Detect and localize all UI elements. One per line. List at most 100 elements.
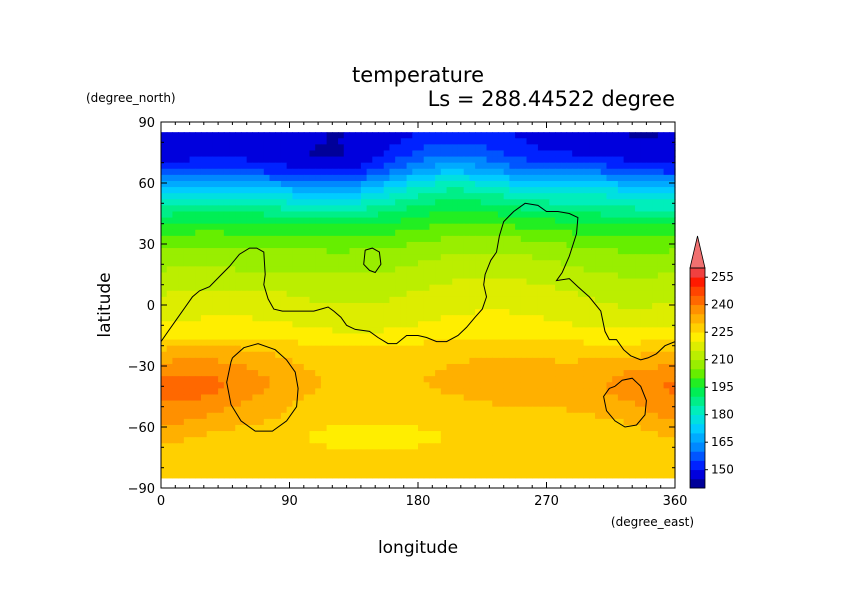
field-cell <box>360 187 368 194</box>
field-cell <box>206 229 213 237</box>
field-cell <box>343 449 351 457</box>
field-cell <box>161 278 168 286</box>
field-cell <box>646 235 653 243</box>
field-cell <box>492 327 499 335</box>
field-cell <box>229 339 236 347</box>
field-cell <box>595 211 602 219</box>
field-cell <box>555 217 562 225</box>
field-cell <box>640 156 648 164</box>
field-cell <box>520 437 528 444</box>
field-cell <box>572 370 579 377</box>
field-cell <box>383 260 391 267</box>
field-cell <box>457 235 465 243</box>
field-cell <box>229 290 236 298</box>
field-cell <box>235 254 242 261</box>
field-cell <box>435 418 442 426</box>
field-cell <box>206 266 213 274</box>
field-cell <box>423 400 431 408</box>
field-cell <box>161 168 168 176</box>
field-cell <box>189 424 196 432</box>
field-cell <box>303 394 311 402</box>
field-cell <box>640 260 648 267</box>
field-cell <box>600 339 608 347</box>
field-cell <box>549 461 556 469</box>
field-cell <box>252 284 259 292</box>
field-cell <box>452 345 459 353</box>
field-cell <box>263 363 271 371</box>
field-cell <box>355 162 362 170</box>
field-cell <box>326 187 333 194</box>
field-cell <box>332 437 339 444</box>
field-cell <box>212 315 219 322</box>
field-cell <box>595 138 602 145</box>
field-cell <box>309 217 316 225</box>
field-cell <box>652 309 659 316</box>
field-cell <box>183 455 191 463</box>
field-cell <box>492 132 499 139</box>
field-cell <box>480 443 488 450</box>
field-cell <box>161 199 168 206</box>
field-cell <box>240 418 248 426</box>
field-cell <box>532 180 539 188</box>
field-cell <box>195 180 202 188</box>
field-cell <box>252 351 259 359</box>
field-cell <box>206 315 213 322</box>
field-cell <box>360 223 368 231</box>
field-cell <box>326 284 333 292</box>
field-cell <box>657 205 665 213</box>
field-cell <box>320 376 328 383</box>
field-cell <box>560 345 568 353</box>
field-cell <box>315 180 322 188</box>
field-cell <box>298 180 305 188</box>
field-cell <box>623 162 630 170</box>
field-cell <box>520 315 528 322</box>
field-cell <box>663 278 670 286</box>
field-cell <box>492 418 499 426</box>
field-cell <box>360 339 368 347</box>
field-cell <box>161 260 168 267</box>
field-cell <box>183 357 191 365</box>
field-cell <box>612 418 619 426</box>
field-cell <box>623 461 630 469</box>
field-cell <box>258 302 265 310</box>
field-cell <box>280 254 288 261</box>
field-cell <box>595 132 602 139</box>
field-cell <box>389 449 396 457</box>
field-cell <box>246 461 253 469</box>
field-cell <box>657 424 665 432</box>
field-cell <box>595 321 602 328</box>
field-cell <box>355 400 362 408</box>
field-cell <box>303 315 311 322</box>
field-cell <box>486 400 493 408</box>
field-cell <box>549 449 556 457</box>
field-cell <box>526 217 533 225</box>
field-cell <box>400 406 408 414</box>
field-cell <box>446 193 453 200</box>
field-cell <box>218 229 225 237</box>
field-cell <box>338 406 345 414</box>
field-cell <box>218 357 225 365</box>
field-cell <box>315 327 322 335</box>
field-cell <box>309 254 316 261</box>
field-cell <box>629 248 636 255</box>
field-cell <box>326 211 333 219</box>
field-cell <box>258 260 265 267</box>
field-cell <box>315 235 322 243</box>
field-cell <box>320 382 328 389</box>
field-cell <box>166 266 174 274</box>
field-cell <box>355 248 362 255</box>
field-cell <box>600 351 608 359</box>
field-cell <box>475 290 482 298</box>
field-cell <box>338 461 345 469</box>
field-cell <box>200 321 208 328</box>
field-cell <box>612 254 619 261</box>
field-cell <box>600 284 608 292</box>
field-cell <box>189 345 196 353</box>
field-cell <box>206 138 213 145</box>
field-cell <box>240 150 248 158</box>
field-cell <box>195 345 202 353</box>
field-cell <box>480 187 488 194</box>
field-cell <box>423 235 431 243</box>
field-cell <box>423 443 431 450</box>
field-cell <box>189 150 196 158</box>
